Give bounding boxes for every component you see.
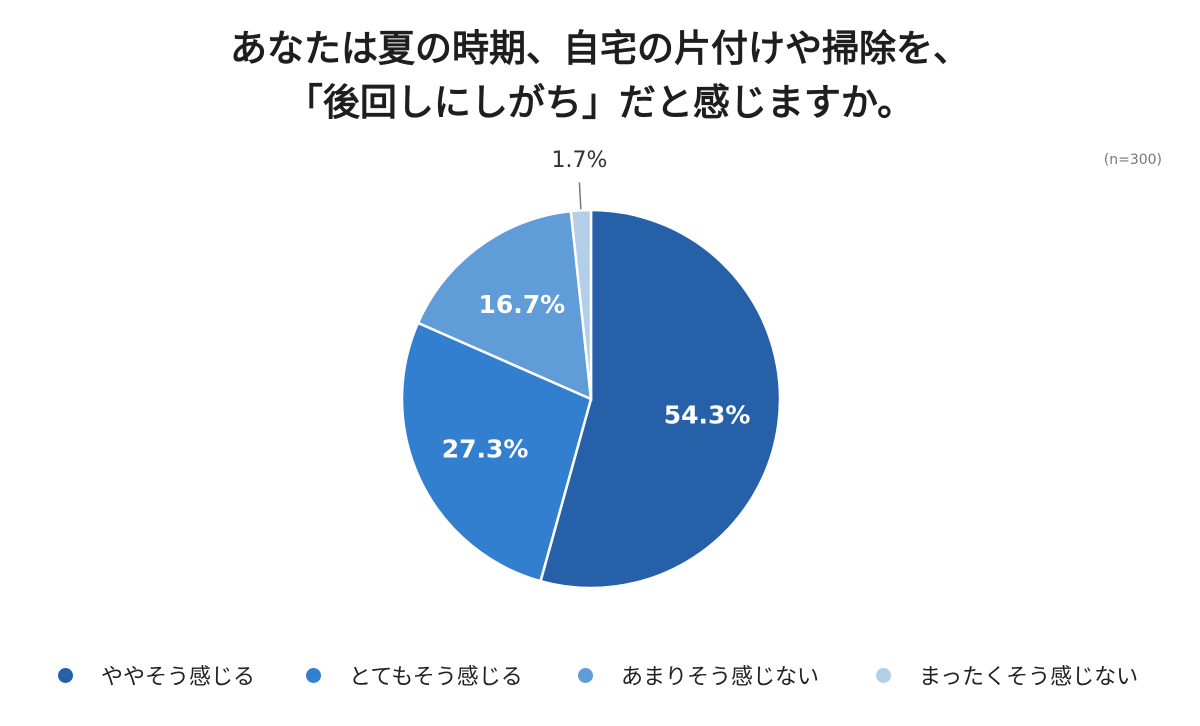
legend-label-2: あまりそう感じない (621, 665, 820, 690)
legend-item-0: ややそう感じる (58, 655, 255, 695)
chart-title-line-2: 「後回しにしがち」だと感じますか。 (285, 81, 915, 124)
leader-line-3 (578, 182, 582, 210)
sample-size-note: (n=300) (1103, 152, 1162, 168)
chart-title-line-1: あなたは夏の時期、自宅の片付けや掃除を、 (230, 27, 970, 70)
legend-label-3: まったくそう感じない (919, 665, 1139, 690)
pie-slice-1 (400, 321, 593, 583)
legend-dot-1 (306, 667, 321, 683)
data-label-3: 1.7% (551, 148, 607, 173)
legend-dot-2 (578, 667, 593, 683)
chart-legend: ややそう感じる とてもそう感じる あまりそう感じない まったくそう感じない (0, 655, 1200, 695)
pie-chart: 54.3% 27.3% 16.7% 1.7% (400, 148, 782, 590)
pie-slice-3 (569, 208, 593, 400)
legend-item-3: まったくそう感じない (876, 655, 1138, 695)
legend-label-1: とてもそう感じる (349, 665, 523, 690)
legend-dot-0 (58, 667, 73, 683)
pie-slice-2 (416, 209, 593, 402)
data-label-0: 54.3% (664, 400, 751, 429)
data-label-2: 16.7% (478, 290, 565, 319)
pie-slice-0 (539, 208, 782, 590)
data-label-1: 27.3% (442, 435, 529, 464)
chart-title: あなたは夏の時期、自宅の片付けや掃除を、 「後回しにしがち」だと感じますか。 (0, 22, 1200, 130)
legend-dot-3 (876, 667, 891, 683)
legend-label-0: ややそう感じる (101, 665, 256, 690)
legend-item-1: とてもそう感じる (306, 655, 523, 695)
legend-item-2: あまりそう感じない (578, 655, 819, 695)
